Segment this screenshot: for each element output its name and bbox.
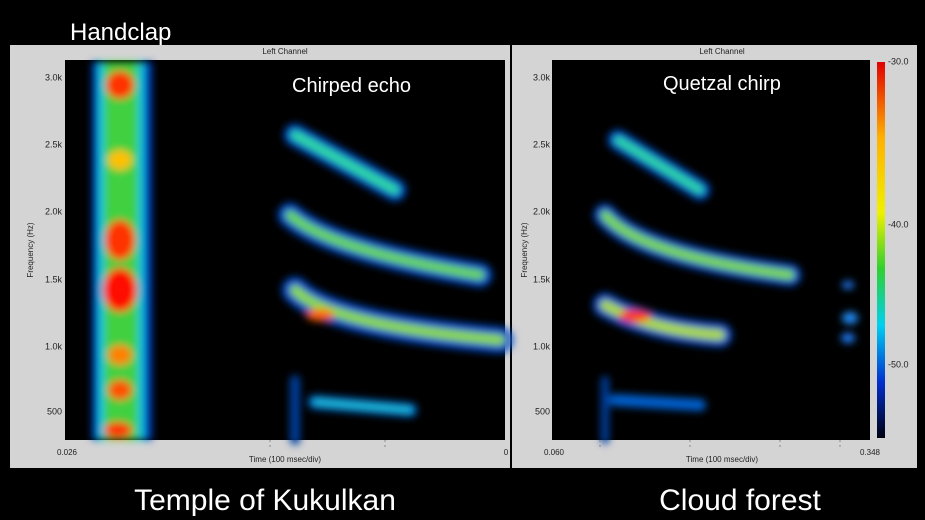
y-axis-label: Frequency (Hz) [520, 222, 529, 277]
colorbar-tick-label: -40.0 [888, 219, 909, 229]
caption: Cloud forest [659, 484, 821, 517]
y-tick-label: 500 [47, 406, 62, 416]
y-tick-label: 3.0k [533, 72, 551, 82]
y-tick-label: 1.0k [533, 341, 551, 351]
plot-area [552, 60, 870, 440]
y-tick-label: 2.5k [533, 139, 551, 149]
x-axis-label: Time (100 msec/div) [686, 455, 759, 464]
x-end: 0.348 [860, 448, 881, 457]
colorbar-tick-label: -50.0 [888, 359, 909, 369]
x-start: 0.026 [57, 448, 78, 457]
x-start: 0.060 [544, 448, 565, 457]
y-tick-label: 1.0k [45, 341, 63, 351]
annotation: Chirped echo [292, 75, 411, 97]
title: Handclap [70, 19, 171, 46]
y-tick-label: 3.0k [45, 72, 63, 82]
screenshot: Handclap [0, 0, 925, 520]
y-tick-label: 2.5k [45, 139, 63, 149]
channel-label: Left Channel [699, 47, 745, 56]
y-tick-label: 1.5k [45, 274, 63, 284]
y-tick-label: 1.5k [533, 274, 551, 284]
x-axis-label: Time (100 msec/div) [249, 455, 322, 464]
y-axis-label: Frequency (Hz) [26, 222, 35, 277]
y-tick-label: 2.0k [533, 206, 551, 216]
colorbar [877, 62, 885, 438]
caption: Temple of Kukulkan [134, 484, 396, 517]
channel-label: Left Channel [262, 47, 308, 56]
y-tick-label: 2.0k [45, 206, 63, 216]
y-tick-label: 500 [535, 406, 550, 416]
annotation: Quetzal chirp [663, 73, 781, 95]
x-end: 0 [504, 448, 509, 457]
colorbar-tick-label: -30.0 [888, 56, 909, 66]
page: {"title": "Handclap", "panels": [ {"chan… [0, 0, 925, 520]
